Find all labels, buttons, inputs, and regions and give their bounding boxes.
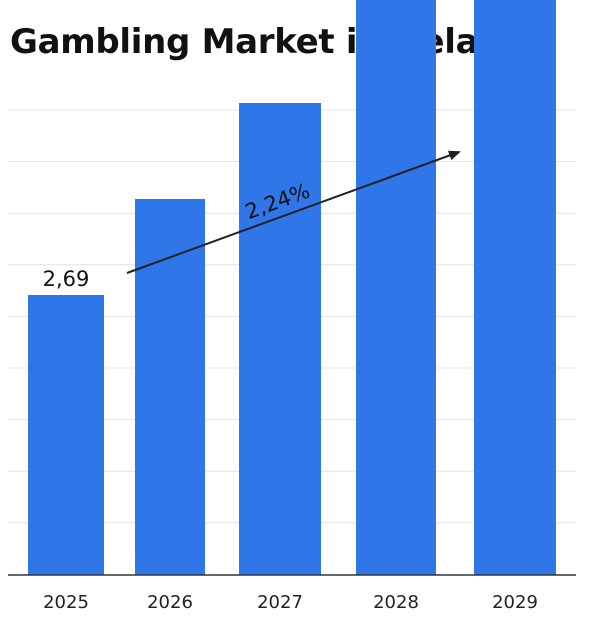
bar-2027: [239, 103, 321, 575]
x-tick-label: 2028: [373, 592, 419, 613]
data-label: 2,69: [43, 267, 90, 291]
bar-2026: [135, 199, 205, 575]
x-tick-label: 2026: [147, 592, 193, 613]
x-tick-label: 2027: [257, 592, 303, 613]
x-tick-labels: 2025 2026 2027 2028 2029: [43, 592, 538, 613]
bar-2028: [356, 0, 436, 575]
growth-arrow: [126, 150, 461, 274]
x-tick-label: 2025: [43, 592, 89, 613]
bar-2029: [474, 0, 556, 575]
x-tick-label: 2029: [492, 592, 538, 613]
data-labels: 2,692,94: [43, 267, 90, 291]
bars: [28, 0, 556, 575]
bar-2025: [28, 295, 104, 575]
chart-title: Gambling Market in Ireland: [10, 22, 527, 62]
